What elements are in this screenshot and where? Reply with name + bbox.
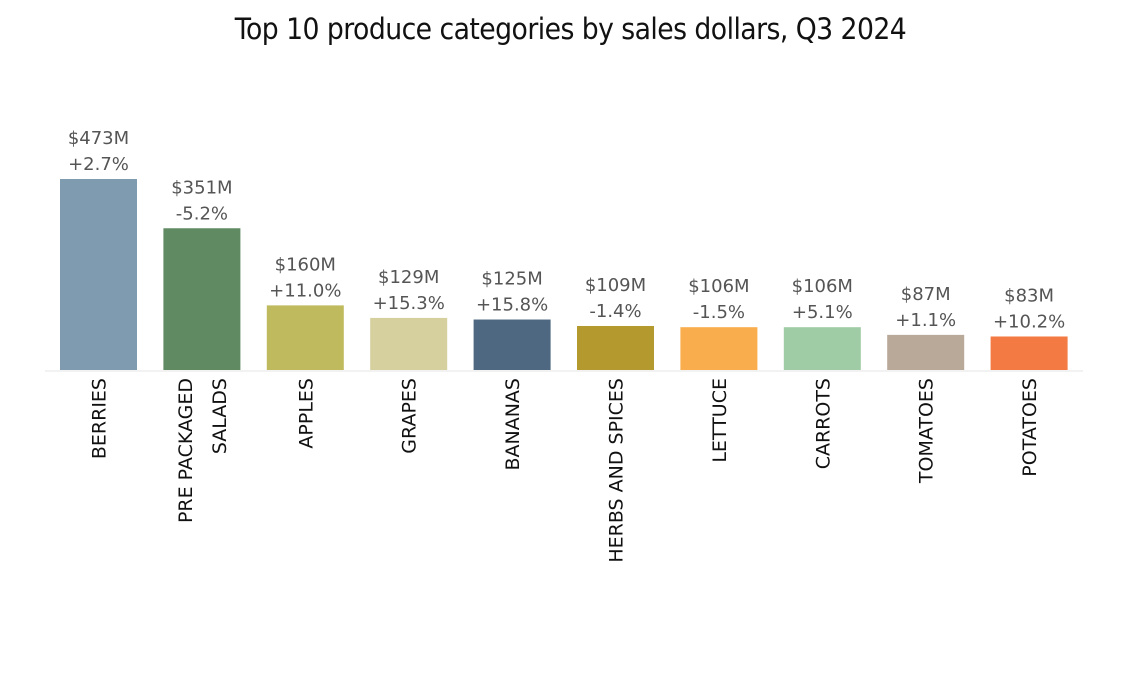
category-label: CARROTS — [812, 378, 834, 469]
change-label: +1.1% — [895, 310, 956, 331]
category-label-line: PRE PACKAGED — [175, 378, 197, 523]
category-label-line: APPLES — [295, 378, 317, 449]
category-label: TOMATOES — [916, 378, 938, 484]
change-label: -1.5% — [693, 302, 745, 323]
change-label: +5.1% — [792, 302, 853, 323]
category-label: APPLES — [295, 378, 317, 449]
value-label: $106M — [792, 276, 853, 297]
bar-9 — [990, 336, 1068, 370]
bar-7 — [783, 327, 861, 370]
category-label-line: POTATOES — [1019, 378, 1041, 477]
value-label: $109M — [585, 275, 646, 296]
change-label: -1.4% — [589, 301, 641, 322]
change-label: -5.2% — [176, 203, 228, 224]
category-label-line: HERBS AND SPICES — [606, 378, 628, 563]
bar-2 — [266, 305, 344, 370]
value-label: $473M — [68, 128, 129, 149]
bar-1 — [163, 228, 241, 370]
change-label: +11.0% — [269, 280, 341, 301]
category-label-line: SALADS — [209, 378, 231, 454]
category-label: PRE PACKAGED SALADS — [175, 378, 231, 523]
change-label: +15.8% — [476, 295, 548, 316]
chart-title: Top 10 produce categories by sales dolla… — [234, 12, 907, 46]
category-label: BANANAS — [502, 378, 524, 471]
value-label: $129M — [378, 267, 439, 288]
category-label-line: LETTUCE — [709, 378, 731, 463]
category-label-line: GRAPES — [399, 378, 421, 454]
category-label: HERBS AND SPICES — [606, 378, 628, 563]
category-label-line: BANANAS — [502, 378, 524, 471]
bar-4 — [473, 319, 551, 370]
bar-6 — [680, 327, 758, 370]
bar-5 — [577, 325, 654, 370]
value-label: $125M — [481, 269, 542, 290]
bar-0 — [60, 179, 137, 370]
value-label: $160M — [275, 254, 336, 275]
value-label: $87M — [901, 284, 951, 305]
category-label: LETTUCE — [709, 378, 731, 463]
change-label: +15.3% — [373, 293, 445, 314]
change-label: +10.2% — [993, 311, 1065, 332]
value-label: $83M — [1004, 285, 1054, 306]
category-label-line: TOMATOES — [916, 378, 938, 484]
category-label: GRAPES — [399, 378, 421, 454]
category-label-line: CARROTS — [812, 378, 834, 469]
category-label: BERRIES — [89, 378, 111, 459]
change-label: +2.7% — [68, 154, 129, 175]
category-label: POTATOES — [1019, 378, 1041, 477]
value-label: $106M — [688, 276, 749, 297]
category-label-line: BERRIES — [89, 378, 111, 459]
value-label: $351M — [171, 177, 232, 198]
bar-8 — [887, 334, 965, 370]
bar-3 — [370, 317, 448, 370]
